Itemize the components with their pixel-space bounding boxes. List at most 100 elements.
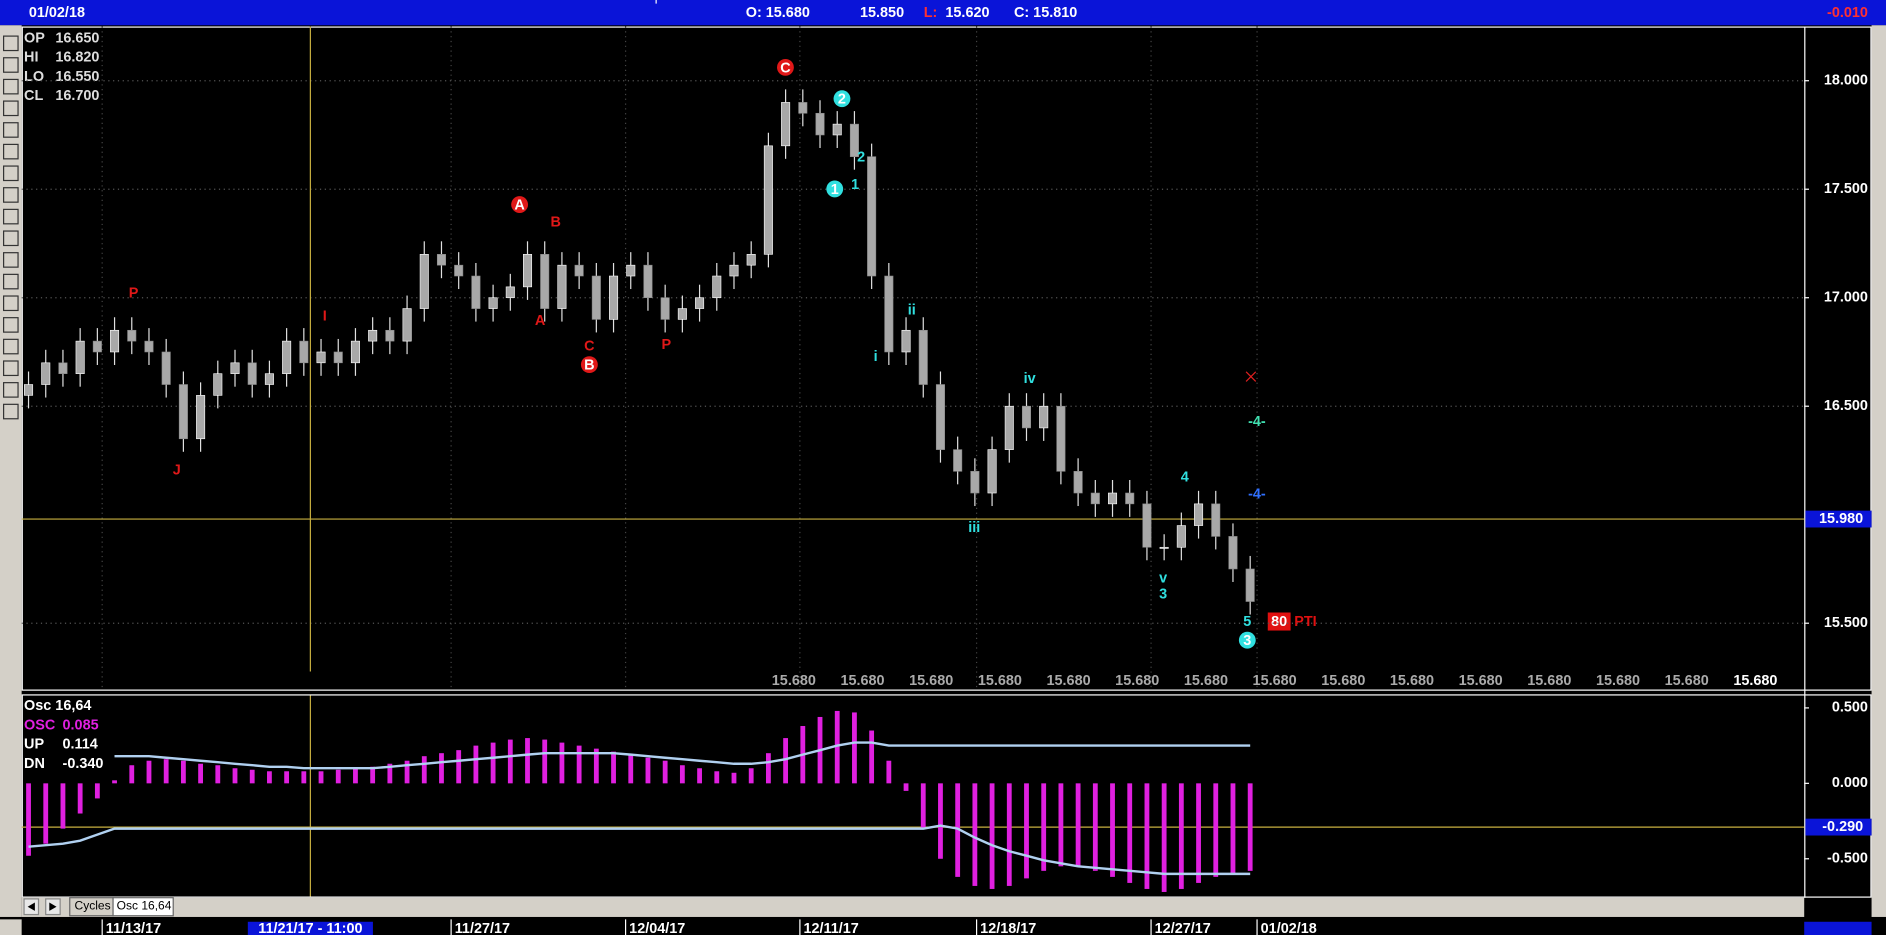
candle-body	[92, 340, 102, 353]
tool-icon[interactable]	[3, 78, 19, 95]
osc-bar	[180, 760, 186, 784]
tool-icon[interactable]	[3, 403, 19, 420]
candle-body	[574, 264, 584, 277]
tool-icon[interactable]	[3, 273, 19, 290]
osc-bar	[679, 765, 685, 784]
ohlc-value: 16.650	[55, 30, 99, 46]
wave-label: 2	[857, 149, 865, 165]
osc-bar	[938, 783, 943, 859]
x-tick-label: 11/27/17	[455, 921, 510, 935]
candle-body	[196, 395, 206, 440]
candle-body	[144, 340, 154, 353]
candle-body	[75, 340, 85, 374]
tool-icon[interactable]	[3, 165, 19, 182]
tool-icon[interactable]	[3, 230, 19, 247]
tool-icon[interactable]	[3, 295, 19, 312]
candle-body	[953, 449, 963, 472]
osc-bar	[353, 768, 358, 784]
price-row-label: 15.680	[1253, 673, 1297, 689]
candle-body	[419, 254, 429, 309]
osc-bar	[697, 768, 702, 784]
wave-circle	[1238, 631, 1256, 649]
tool-icon[interactable]	[3, 35, 19, 52]
wave-circle	[777, 58, 794, 76]
wave-label: 1	[831, 182, 839, 198]
ohlc-label: HI	[24, 50, 38, 66]
osc-bar	[335, 769, 341, 784]
target-marker: -4-	[1248, 414, 1266, 430]
tab-active[interactable]	[112, 897, 174, 917]
osc-bar	[318, 771, 324, 784]
ohlc-value: 16.550	[55, 69, 99, 85]
tool-icon[interactable]	[3, 382, 19, 398]
osc-bar	[783, 738, 789, 784]
x-tick-label: 12/11/17	[803, 921, 858, 935]
tool-icon[interactable]	[3, 57, 19, 73]
osc-bar	[421, 756, 427, 784]
candle-body	[781, 102, 791, 147]
wave-label: J	[173, 462, 181, 478]
tool-icon[interactable]	[3, 122, 19, 138]
candle-body	[1228, 536, 1238, 570]
osc-bar	[1178, 783, 1184, 889]
candle-body	[935, 384, 945, 450]
tab-label[interactable]: Osc 16,64	[117, 898, 172, 912]
osc-bar	[404, 760, 410, 784]
tool-icon[interactable]	[3, 338, 19, 355]
osc-bar	[249, 769, 255, 784]
candle-body	[282, 340, 292, 374]
wave-label: A	[535, 313, 546, 329]
x-tick-label: 12/27/17	[1155, 921, 1211, 935]
osc-bar	[490, 742, 496, 784]
tool-icon[interactable]	[3, 252, 19, 268]
wave-label: P	[662, 337, 672, 353]
tool-icon[interactable]	[3, 100, 19, 117]
header-high: 15.850	[860, 5, 904, 21]
osc-bar	[1110, 783, 1115, 877]
osc-bar	[26, 783, 31, 856]
marker-x	[1245, 371, 1257, 382]
status-bar	[0, 0, 1886, 26]
osc-bar	[611, 751, 616, 784]
target-marker: -4-	[1248, 486, 1266, 502]
tool-icon[interactable]	[3, 208, 19, 225]
pti-count: 80	[1271, 614, 1287, 630]
candle-body	[609, 275, 619, 320]
level-label: -0.290	[1822, 819, 1863, 835]
tool-icon[interactable]	[3, 360, 19, 377]
main-panel-border	[21, 26, 1872, 691]
candle-body	[127, 329, 137, 342]
x-tick-label: 12/18/17	[980, 921, 1036, 935]
osc-bar	[1006, 783, 1012, 886]
osc-legend-name: DN	[24, 756, 45, 772]
osc-bar	[507, 739, 513, 784]
osc-bar	[1161, 783, 1167, 892]
header-date: 01/02/18	[29, 5, 85, 21]
y-tick-label: -0.500	[1827, 851, 1868, 867]
osc-bar	[748, 768, 754, 784]
y-tick-label: 17.000	[1824, 290, 1868, 306]
wave-label: i	[874, 349, 878, 365]
candle-body	[626, 264, 636, 277]
candle-body	[1004, 405, 1014, 450]
tool-icon[interactable]	[3, 187, 19, 203]
price-row-label: 15.680	[772, 673, 816, 689]
candle-body	[918, 329, 928, 385]
candle-body	[1142, 503, 1152, 548]
candle-body	[643, 264, 653, 299]
osc-bar	[542, 739, 548, 784]
osc-legend-value: 0.085	[63, 717, 99, 733]
osc-bar	[1041, 783, 1047, 871]
tool-icon[interactable]	[3, 143, 19, 160]
osc-panel-border	[21, 694, 1872, 898]
tool-icon[interactable]	[3, 317, 19, 333]
tab-label[interactable]: Cycles	[75, 898, 111, 912]
osc-bar	[628, 754, 634, 784]
osc-bar	[1075, 783, 1081, 867]
price-row-label: 15.680	[1184, 673, 1228, 689]
candle-body	[24, 384, 34, 396]
pti-box	[1267, 612, 1291, 631]
wave-label: C	[584, 338, 595, 354]
candle-body	[763, 145, 773, 255]
